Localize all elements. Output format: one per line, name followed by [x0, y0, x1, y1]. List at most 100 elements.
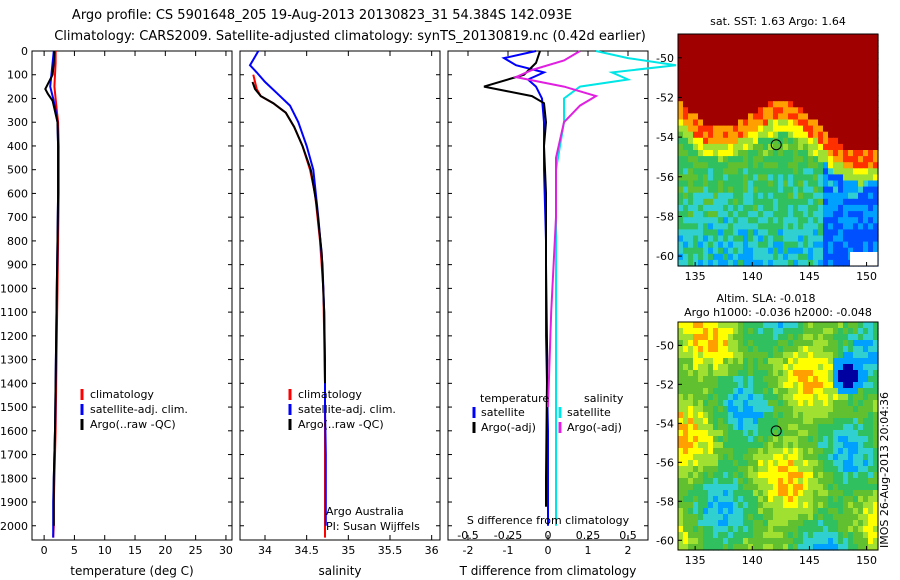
map-cell	[793, 119, 799, 127]
y-tick-label: -56	[656, 456, 674, 469]
map-cell	[728, 436, 734, 443]
map-cell	[813, 259, 819, 267]
map-cell	[823, 168, 829, 175]
map-cell	[678, 352, 684, 359]
map-cell	[863, 478, 869, 485]
map-cell	[723, 204, 729, 212]
map-cell	[718, 229, 724, 237]
map-cell	[813, 388, 819, 395]
map-cell	[873, 174, 879, 182]
map-cell	[808, 340, 814, 347]
map-cell	[718, 502, 724, 509]
map-cell	[858, 186, 864, 194]
map-cell	[823, 520, 829, 527]
map-cell	[863, 156, 869, 163]
map-cell	[743, 174, 749, 182]
map-cell	[708, 46, 714, 53]
map-cell	[858, 241, 864, 249]
map-cell	[723, 496, 729, 503]
map-cell	[853, 125, 859, 133]
map-cell	[813, 472, 819, 479]
map-cell	[793, 400, 799, 407]
map-cell	[693, 538, 699, 545]
map-cell	[728, 95, 734, 102]
map-cell	[838, 107, 844, 114]
map-cell	[698, 70, 704, 78]
map-cell	[793, 346, 799, 353]
map-cell	[853, 186, 859, 194]
map-cell	[683, 358, 689, 365]
map-cell	[743, 400, 749, 407]
map-cell	[808, 490, 814, 497]
map-cell	[778, 514, 784, 521]
map-cell	[863, 484, 869, 491]
map-cell	[738, 223, 744, 230]
map-cell	[713, 466, 719, 473]
map-cell	[758, 241, 764, 249]
map-cell	[858, 538, 864, 545]
map-cell	[738, 107, 744, 114]
map-cell	[773, 131, 779, 139]
map-cell	[783, 406, 789, 413]
map-cell	[678, 388, 684, 395]
map-cell	[848, 247, 854, 255]
map-cell	[693, 76, 699, 84]
map-cell	[833, 472, 839, 479]
map-cell	[718, 364, 724, 371]
map-cell	[768, 235, 774, 243]
map-cell	[818, 544, 824, 551]
map-cell	[853, 412, 859, 419]
map-cell	[798, 186, 804, 194]
map-cell	[863, 352, 869, 359]
map-cell	[763, 253, 769, 261]
map-cell	[868, 406, 874, 413]
map-cell	[803, 418, 809, 425]
map-cell	[743, 502, 749, 509]
map-cell	[783, 502, 789, 509]
map-cell	[808, 454, 814, 461]
map-cell	[693, 241, 699, 249]
map-cell	[833, 514, 839, 521]
x-tick-label: 140	[742, 554, 763, 567]
map-cell	[833, 526, 839, 533]
map-cell	[688, 217, 694, 224]
map-cell	[678, 340, 684, 347]
map-cell	[868, 229, 874, 237]
map-cell	[783, 382, 789, 389]
map-cell	[798, 174, 804, 182]
map-cell	[788, 400, 794, 407]
map-cell	[793, 454, 799, 461]
map-cell	[863, 472, 869, 479]
map-cell	[703, 229, 709, 237]
map-cell	[758, 150, 764, 157]
map-cell	[708, 460, 714, 467]
map-cell	[748, 52, 754, 59]
map-cell	[768, 162, 774, 169]
map-cell	[733, 125, 739, 133]
map-cell	[683, 388, 689, 395]
map-cell	[783, 253, 789, 261]
map-cell	[708, 58, 714, 66]
map-cell	[858, 406, 864, 413]
map-cell	[733, 514, 739, 521]
map-cell	[688, 253, 694, 261]
map-cell	[848, 394, 854, 401]
map-cell	[733, 247, 739, 255]
map-cell	[818, 229, 824, 237]
map-cell	[698, 192, 704, 200]
map-cell	[868, 34, 874, 41]
map-cell	[818, 334, 824, 341]
map-cell	[843, 328, 849, 335]
map-cell	[788, 352, 794, 359]
map-cell	[733, 137, 739, 145]
map-cell	[773, 514, 779, 521]
map-cell	[818, 162, 824, 169]
salinity-panel: 34 34.5 35 35.5 36salinityclimatologysatelli…	[239, 50, 441, 578]
map-cell	[833, 198, 839, 206]
map-cell	[853, 340, 859, 347]
map-cell	[773, 436, 779, 443]
map-cell	[763, 364, 769, 371]
map-cell	[843, 466, 849, 473]
map-cell	[838, 484, 844, 491]
map-cell	[753, 388, 759, 395]
